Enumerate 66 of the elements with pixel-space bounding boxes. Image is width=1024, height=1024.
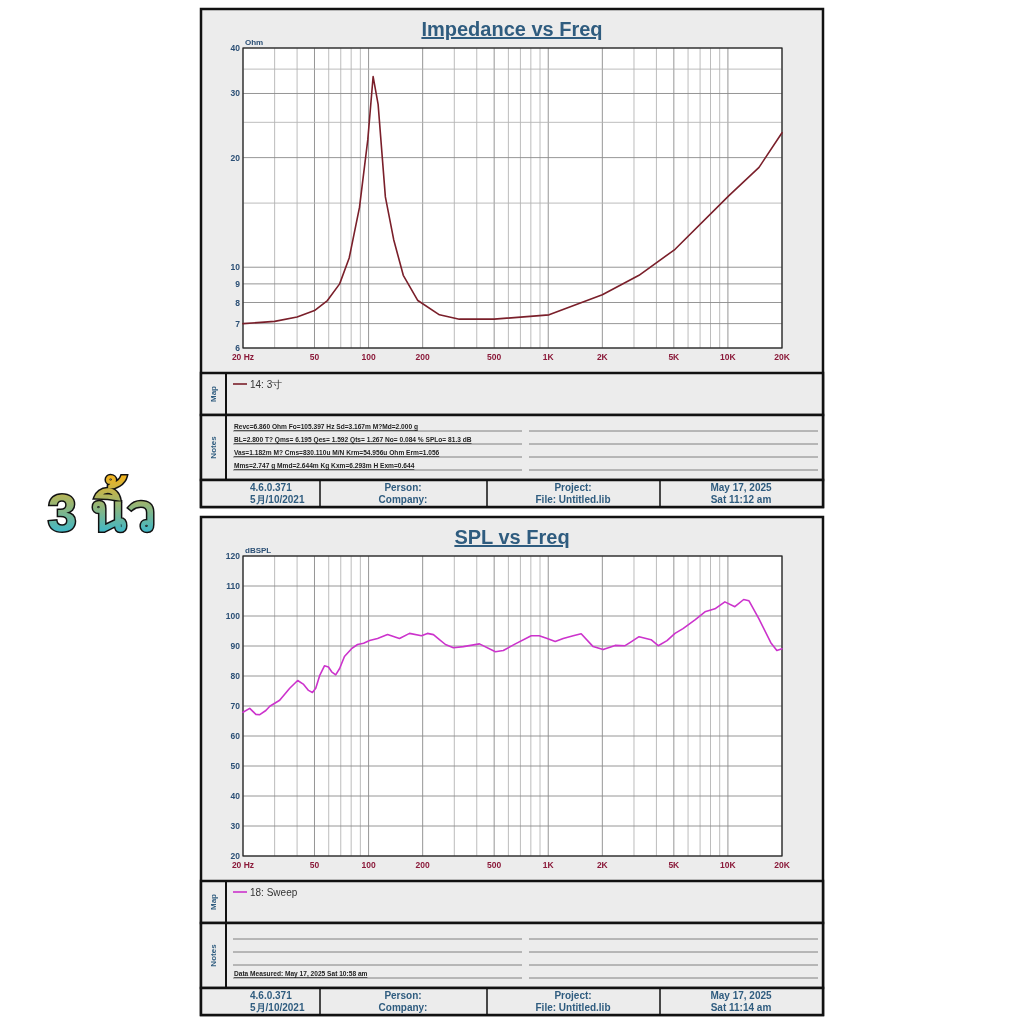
- y-tick-label: 80: [230, 671, 241, 681]
- text: File: Untitled.lib: [535, 494, 611, 505]
- x-tick-label: 100: [361, 352, 376, 362]
- x-tick-label: 10K: [720, 860, 737, 870]
- text: Person:: [384, 482, 422, 493]
- legend-label: 18: Sweep: [250, 887, 298, 898]
- y-tick-label: 20: [230, 851, 241, 861]
- y-axis-title: dBSPL: [245, 546, 272, 555]
- y-tick-label: 8: [235, 297, 241, 308]
- text: May 17, 2025: [710, 990, 773, 1001]
- y-tick-label: 110: [226, 581, 241, 591]
- x-tick-label: 50: [309, 860, 320, 870]
- x-tick-label: 100: [361, 860, 376, 870]
- x-tick-label: 20K: [774, 352, 791, 362]
- x-tick-label: 200: [415, 860, 431, 870]
- y-tick-label: 50: [230, 761, 241, 771]
- chart-title: SPL vs Freq: [454, 526, 570, 548]
- y-tick-label: 7: [235, 318, 241, 329]
- text: Company:: [378, 494, 428, 505]
- text: Notes: [209, 943, 218, 967]
- y-tick-label: 120: [225, 551, 241, 561]
- x-tick-label: 2K: [596, 352, 609, 362]
- text: Map: [209, 385, 218, 402]
- text: Sat 11:12 am: [710, 494, 772, 505]
- text: Company:: [378, 1002, 428, 1013]
- x-tick-label: 50: [309, 352, 320, 362]
- y-tick-label: 100: [225, 611, 241, 621]
- x-tick-label: 200: [415, 352, 431, 362]
- x-tick-label: 20K: [774, 860, 791, 870]
- text: Notes: [209, 435, 218, 459]
- y-tick-label: 6: [235, 343, 241, 353]
- y-axis-title: Ohm: [245, 38, 264, 47]
- x-tick-label: 10K: [720, 352, 737, 362]
- x-tick-label: 20 Hz: [231, 352, 255, 362]
- text: 4.6.0.371: [250, 990, 293, 1001]
- x-tick-label: 20 Hz: [231, 860, 255, 870]
- chart-title: Impedance vs Freq: [421, 18, 603, 40]
- text: 5月/10/2021: [250, 494, 305, 505]
- y-tick-label: 90: [230, 641, 241, 651]
- y-tick-label: 9: [235, 278, 241, 289]
- legend-label: 14: 3寸: [250, 379, 283, 390]
- text: May 17, 2025: [710, 482, 773, 493]
- text: 5月/10/2021: [250, 1002, 305, 1013]
- y-tick-label: 60: [230, 731, 241, 741]
- y-tick-label: 20: [230, 152, 241, 163]
- y-tick-label: 30: [230, 821, 241, 831]
- y-tick-label: 30: [230, 88, 241, 99]
- x-tick-label: 500: [487, 860, 502, 870]
- x-tick-label: 2K: [596, 860, 609, 870]
- x-tick-label: 500: [487, 352, 502, 362]
- x-tick-label: 1K: [542, 860, 555, 870]
- text: Project:: [554, 482, 592, 493]
- x-tick-label: 1K: [542, 352, 555, 362]
- y-tick-label: 40: [230, 791, 241, 801]
- y-tick-label: 70: [230, 701, 241, 711]
- x-tick-label: 5K: [668, 860, 681, 870]
- text: 3 นิ้ว: [47, 475, 157, 542]
- text: Sat 11:14 am: [710, 1002, 772, 1013]
- text: 4.6.0.371: [250, 482, 293, 493]
- y-tick-label: 40: [230, 43, 241, 53]
- text: Map: [209, 893, 218, 910]
- y-tick-label: 10: [230, 262, 241, 273]
- x-tick-label: 5K: [668, 352, 681, 362]
- text: Person:: [384, 990, 422, 1001]
- text: File: Untitled.lib: [535, 1002, 611, 1013]
- text: Project:: [554, 990, 592, 1001]
